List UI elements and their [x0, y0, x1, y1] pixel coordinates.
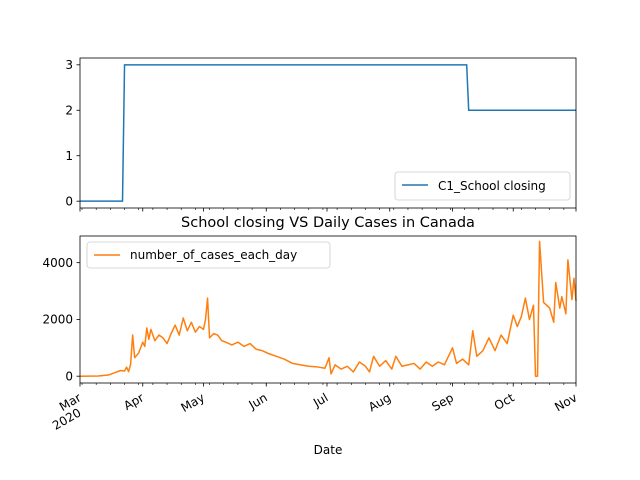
bottom-subplot: School closing VS Daily Cases in Canada … [42, 215, 579, 457]
bottom-y-tick-label: 4000 [42, 256, 73, 270]
top-axes-frame [79, 57, 577, 209]
top-legend-label: C1_School closing [438, 179, 546, 193]
bottom-y-tick-label: 0 [65, 369, 73, 383]
bottom-legend-box [86, 241, 331, 269]
top-legend: C1_School closing [394, 171, 571, 201]
x-axis-label: Date [314, 443, 343, 457]
top-y-tick-label: 3 [65, 58, 73, 72]
bottom-y-tick-label: 2000 [42, 313, 73, 327]
top-y-tick-label: 1 [65, 149, 73, 163]
top-legend-box [394, 171, 571, 201]
top-subplot: 0 1 2 3 C1_School closing [65, 57, 577, 212]
top-y-tick-label: 0 [65, 194, 73, 208]
top-y-tick-label: 2 [65, 104, 73, 118]
daily-cases-line [79, 240, 577, 377]
x-tick-label: Jul [310, 390, 330, 410]
bottom-y-ticks: 0 2000 4000 [42, 256, 80, 383]
bottom-legend: number_of_cases_each_day [86, 241, 331, 269]
chart-title: School closing VS Daily Cases in Canada [181, 215, 475, 231]
bottom-legend-label: number_of_cases_each_day [130, 248, 297, 262]
top-y-ticks: 0 1 2 3 [65, 58, 80, 208]
bottom-axes-frame [79, 235, 577, 384]
school-closing-line [80, 64, 576, 202]
